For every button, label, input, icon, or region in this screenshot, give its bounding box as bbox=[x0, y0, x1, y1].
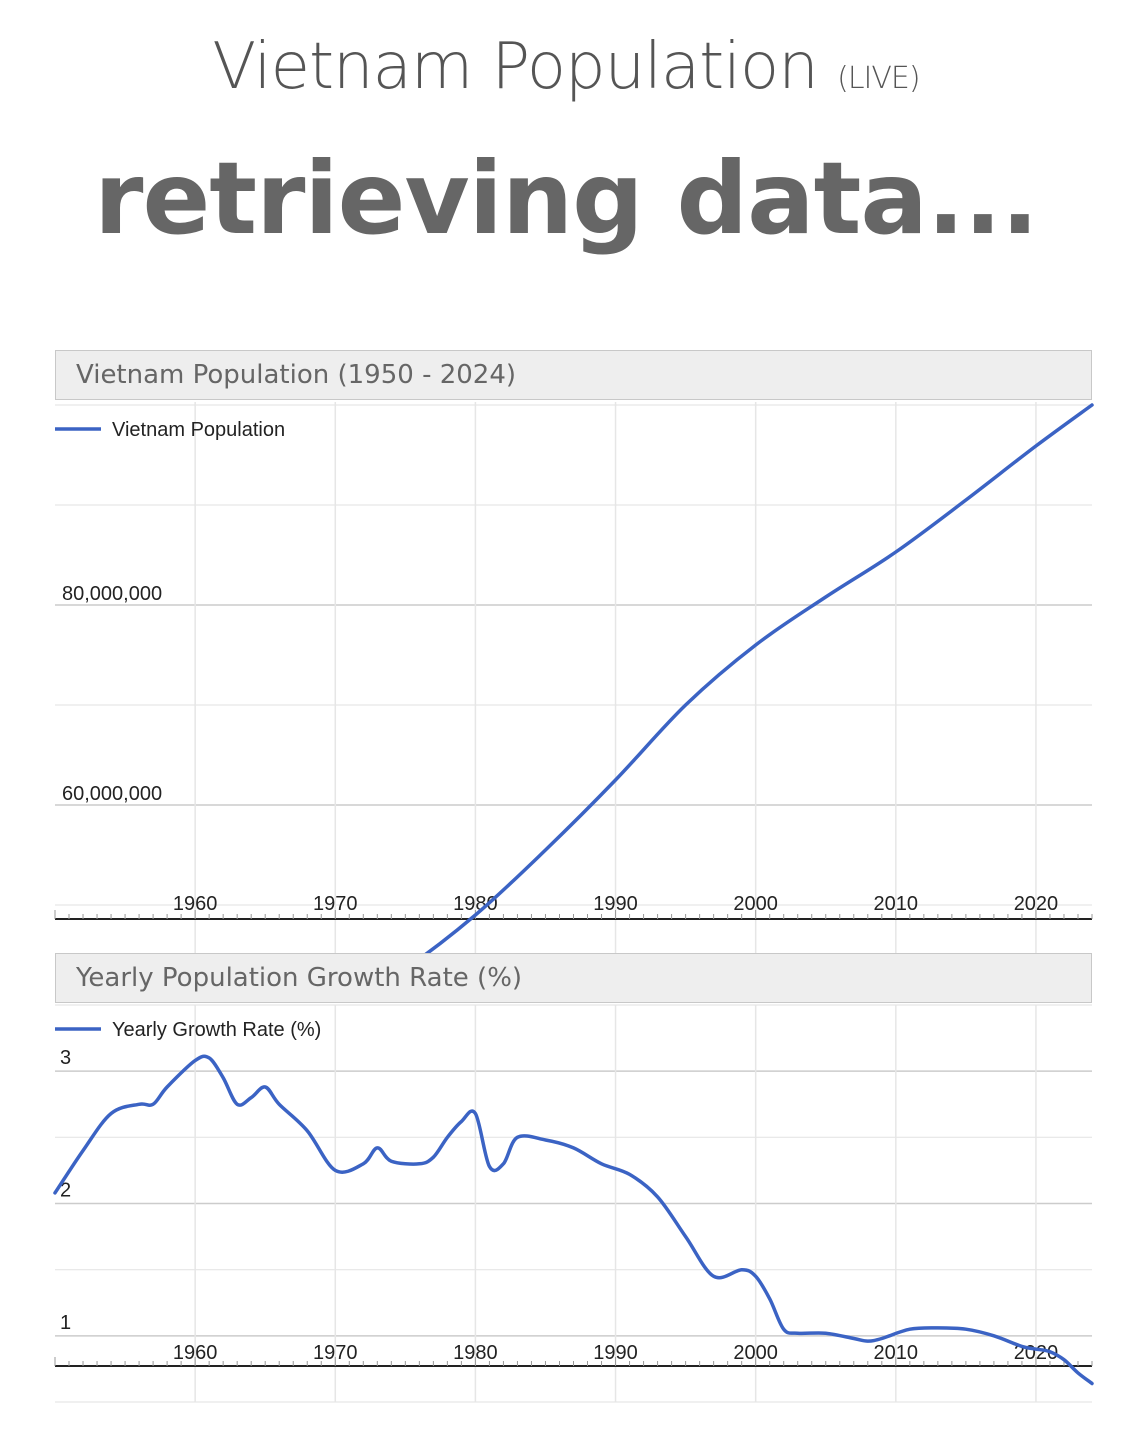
growth-y-tick-label: 3 bbox=[60, 1047, 71, 1069]
population-x-tick-label: 2010 bbox=[874, 893, 919, 915]
growth-x-tick-label: 2000 bbox=[733, 1342, 778, 1364]
population-x-tick-label: 1990 bbox=[593, 893, 638, 915]
growth-x-tick-label: 1980 bbox=[453, 1342, 498, 1364]
growth-series-line bbox=[53, 1054, 1094, 1386]
population-chart-title: Vietnam Population (1950 - 2024) bbox=[76, 360, 517, 390]
growth-y-tick-label: 2 bbox=[60, 1180, 71, 1202]
population-chart: 20,000,00040,000,00060,000,00080,000,000… bbox=[54, 402, 1094, 980]
population-legend-label: Vietnam Population bbox=[112, 419, 285, 441]
population-x-tick-label: 1960 bbox=[173, 893, 218, 915]
growth-chart-header: Yearly Population Growth Rate (%) bbox=[55, 953, 1092, 1003]
population-series-line bbox=[385, 403, 1094, 980]
population-y-tick-label: 80,000,000 bbox=[62, 583, 162, 605]
population-x-tick-label: 2020 bbox=[1014, 893, 1059, 915]
growth-x-tick-label: 1970 bbox=[313, 1342, 358, 1364]
population-y-tick-label: 60,000,000 bbox=[62, 783, 162, 805]
population-x-tick-label: 2000 bbox=[733, 893, 778, 915]
population-chart-header: Vietnam Population (1950 - 2024) bbox=[55, 350, 1092, 400]
growth-x-tick-label: 1960 bbox=[173, 1342, 218, 1364]
loading-status: retrieving data... bbox=[94, 140, 1039, 257]
live-tag: (LIVE) bbox=[837, 61, 920, 96]
population-x-tick-label: 1980 bbox=[453, 893, 498, 915]
page-title-text: Vietnam Population bbox=[212, 30, 818, 104]
growth-legend-label: Yearly Growth Rate (%) bbox=[112, 1019, 321, 1041]
growth-x-tick-label: 2010 bbox=[874, 1342, 919, 1364]
growth-y-tick-label: 1 bbox=[60, 1312, 71, 1334]
population-x-tick-label: 1970 bbox=[313, 893, 358, 915]
page-title: Vietnam Population (LIVE) bbox=[0, 30, 1132, 104]
growth-x-tick-label: 1990 bbox=[593, 1342, 638, 1364]
growth-chart-title: Yearly Population Growth Rate (%) bbox=[76, 963, 523, 993]
